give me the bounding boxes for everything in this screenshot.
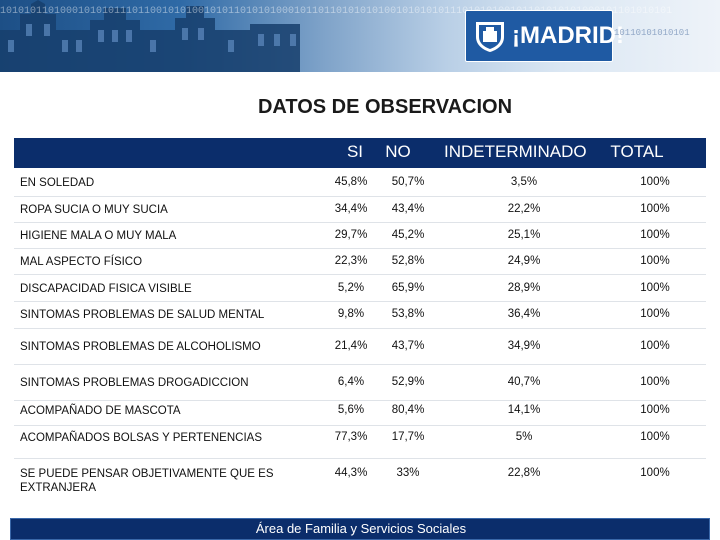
table-row: HIGIENE MALA O MUY MALA 29,7% 45,2% 25,1… bbox=[14, 222, 706, 249]
footer-text: Área de Familia y Servicios Sociales bbox=[255, 521, 467, 536]
logo-text: ¡MADRID! bbox=[512, 22, 624, 49]
table-row: DISCAPACIDAD FISICA VISIBLE 5,2% 65,9% 2… bbox=[14, 274, 706, 302]
table-row: ACOMPAÑADO DE MASCOTA 5,6% 80,4% 14,1% 1… bbox=[14, 400, 706, 426]
column-header-indeterminado: INDETERMINADO bbox=[444, 142, 587, 161]
value-no: 52,9% bbox=[391, 376, 425, 388]
row-label: MAL ASPECTO FÍSICO bbox=[20, 256, 143, 268]
page-title: DATOS DE OBSERVACION bbox=[257, 96, 513, 118]
row-label: SINTOMAS PROBLEMAS DE SALUD MENTAL bbox=[20, 309, 265, 321]
value-total: 100% bbox=[640, 431, 670, 443]
value-indeterminado: 14,1% bbox=[507, 404, 541, 416]
value-indeterminado: 40,7% bbox=[507, 376, 541, 388]
table-row: SINTOMAS PROBLEMAS DE SALUD MENTAL 9,8% … bbox=[14, 301, 706, 329]
value-si: 5,2% bbox=[337, 282, 365, 294]
value-si: 5,6% bbox=[337, 404, 365, 416]
value-no: 43,7% bbox=[391, 340, 425, 352]
value-total: 100% bbox=[640, 404, 670, 416]
table-row: SE PUEDE PENSAR OBJETIVAMENTE QUE ES EXT… bbox=[14, 458, 706, 510]
value-no: 43,4% bbox=[391, 203, 425, 215]
value-indeterminado: 34,9% bbox=[507, 340, 541, 352]
value-no: 52,8% bbox=[391, 255, 425, 267]
value-indeterminado: 25,1% bbox=[507, 229, 541, 241]
value-no: 80,4% bbox=[391, 404, 425, 416]
row-label: ROPA SUCIA O MUY SUCIA bbox=[20, 204, 168, 216]
value-total: 100% bbox=[640, 340, 670, 352]
value-indeterminado: 5% bbox=[515, 431, 533, 443]
value-total: 100% bbox=[640, 282, 670, 294]
table-row: EN SOLEDAD 45,8% 50,7% 3,5% 100% bbox=[14, 168, 706, 197]
column-header-no: NO bbox=[385, 142, 411, 161]
table-row: ROPA SUCIA O MUY SUCIA 34,4% 43,4% 22,2%… bbox=[14, 196, 706, 223]
value-si: 22,3% bbox=[334, 255, 368, 267]
value-indeterminado: 22,2% bbox=[507, 203, 541, 215]
row-label: SINTOMAS PROBLEMAS DE ALCOHOLISMO bbox=[20, 341, 261, 353]
value-total: 100% bbox=[640, 376, 670, 388]
value-no: 50,7% bbox=[391, 176, 425, 188]
value-total: 100% bbox=[640, 467, 670, 479]
footer-bar: Área de Familia y Servicios Sociales bbox=[10, 518, 710, 540]
row-label: SE PUEDE PENSAR OBJETIVAMENTE QUE ES EXT… bbox=[20, 468, 274, 494]
table-header: SI NO INDETERMINADO TOTAL bbox=[14, 138, 706, 168]
value-indeterminado: 24,9% bbox=[507, 255, 541, 267]
madrid-coat-of-arms-icon bbox=[476, 22, 504, 52]
value-si: 21,4% bbox=[334, 340, 368, 352]
value-si: 9,8% bbox=[337, 308, 365, 320]
binary-decoration: 1010101101000101010111011001010100101011… bbox=[0, 6, 673, 17]
madrid-logo[interactable]: ¡MADRID! bbox=[465, 10, 624, 62]
value-si: 6,4% bbox=[337, 376, 365, 388]
value-si: 44,3% bbox=[334, 467, 368, 479]
value-indeterminado: 28,9% bbox=[507, 282, 541, 294]
value-no: 65,9% bbox=[391, 282, 425, 294]
value-total: 100% bbox=[640, 176, 670, 188]
value-indeterminado: 36,4% bbox=[507, 308, 541, 320]
header-banner: 1010101101000101010111011001010100101011… bbox=[0, 0, 720, 72]
row-label: SINTOMAS PROBLEMAS DROGADICCION bbox=[20, 377, 249, 389]
value-total: 100% bbox=[640, 255, 670, 267]
table-row: MAL ASPECTO FÍSICO 22,3% 52,8% 24,9% 100… bbox=[14, 248, 706, 275]
value-si: 34,4% bbox=[334, 203, 368, 215]
value-indeterminado: 3,5% bbox=[510, 176, 538, 188]
value-si: 77,3% bbox=[334, 431, 368, 443]
value-no: 53,8% bbox=[391, 308, 425, 320]
row-label: EN SOLEDAD bbox=[20, 177, 95, 189]
table-row: SINTOMAS PROBLEMAS DROGADICCION 6,4% 52,… bbox=[14, 364, 706, 401]
column-header-total: TOTAL bbox=[610, 142, 664, 161]
value-si: 29,7% bbox=[334, 229, 368, 241]
row-label: ACOMPAÑADOS BOLSAS Y PERTENENCIAS bbox=[20, 432, 262, 444]
row-label: HIGIENE MALA O MUY MALA bbox=[20, 230, 177, 242]
value-no: 45,2% bbox=[391, 229, 425, 241]
value-indeterminado: 22,8% bbox=[507, 467, 541, 479]
row-label: DISCAPACIDAD FISICA VISIBLE bbox=[20, 283, 192, 295]
row-label: ACOMPAÑADO DE MASCOTA bbox=[20, 405, 181, 417]
value-total: 100% bbox=[640, 308, 670, 320]
column-header-si: SI bbox=[346, 142, 364, 161]
value-no: 33% bbox=[396, 467, 420, 479]
binary-decoration-right: 10110101010101 bbox=[614, 28, 690, 38]
value-no: 17,7% bbox=[391, 431, 425, 443]
value-total: 100% bbox=[640, 203, 670, 215]
value-si: 45,8% bbox=[334, 176, 368, 188]
building-illustration bbox=[0, 0, 300, 72]
value-total: 100% bbox=[640, 229, 670, 241]
table-row: ACOMPAÑADOS BOLSAS Y PERTENENCIAS 77,3% … bbox=[14, 425, 706, 459]
table-row: SINTOMAS PROBLEMAS DE ALCOHOLISMO 21,4% … bbox=[14, 328, 706, 365]
